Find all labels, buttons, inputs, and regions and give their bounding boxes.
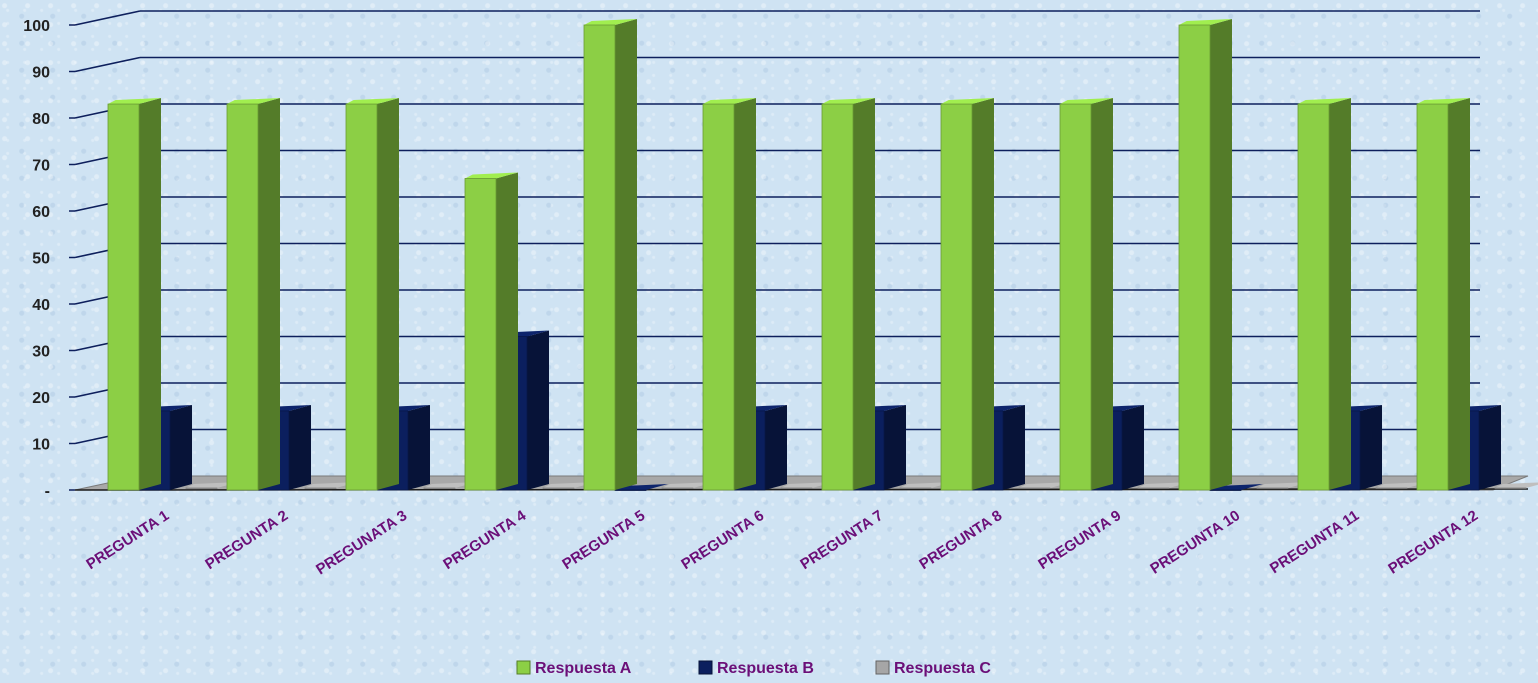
legend-label: Respuesta C (894, 660, 991, 677)
y-tick-label: 80 (32, 111, 50, 128)
x-tick-label: PREGUNTA 4 (440, 507, 529, 573)
x-tick-label: PREGUNTA 7 (797, 507, 886, 573)
y-tick-label: - (45, 483, 50, 500)
gridlines (74, 10, 1480, 445)
x-tick-label: PREGUNTA 10 (1147, 507, 1243, 578)
x-tick-label: PREGUNTA 9 (1035, 507, 1124, 573)
x-tick-label: PREGUNTA 11 (1267, 507, 1362, 577)
bar-respuesta-a (464, 172, 518, 491)
bar-respuesta-a (1297, 98, 1351, 491)
y-tick-label: 70 (32, 158, 50, 175)
bar-respuesta-c (899, 482, 953, 489)
bar-respuesta-c (1494, 482, 1538, 489)
bar-respuesta-c (780, 482, 834, 489)
x-tick-label: PREGUNTA 8 (916, 507, 1005, 573)
x-axis-labels: PREGUNTA 1 PREGUNTA 2 PREGUNATA 3 PREGUNTA … (83, 507, 1481, 579)
bar-respuesta-a (940, 98, 994, 491)
y-tick-label: 100 (23, 18, 50, 35)
bar-respuesta-c (1375, 482, 1429, 489)
y-tick-label: 30 (32, 344, 50, 361)
x-axis-line (74, 488, 1529, 491)
y-tick-label: 40 (32, 297, 50, 314)
bar-respuesta-c (661, 482, 715, 489)
x-tick-label: PREGUNTA 5 (559, 507, 648, 573)
bar-respuesta-c (1137, 482, 1191, 489)
bar-respuesta-c (423, 482, 477, 489)
x-tick-label: PREGUNTA 12 (1385, 507, 1481, 578)
gridline-depth (74, 10, 141, 26)
legend-swatch (516, 660, 531, 675)
bar-respuesta-a (702, 98, 756, 491)
y-tick-label: 10 (32, 437, 50, 454)
bar-respuesta-a (1416, 98, 1470, 491)
bar-respuesta-c (542, 482, 596, 489)
bar-respuesta-c (1018, 482, 1072, 489)
x-tick-label: PREGUNATA 3 (313, 507, 410, 578)
legend-label: Respuesta B (717, 660, 814, 677)
bar-respuesta-a (107, 98, 161, 491)
legend: Respuesta A Respuesta B Respuesta C (516, 660, 991, 677)
bar-respuesta-a (1059, 98, 1113, 491)
bar-respuesta-c (304, 482, 358, 489)
legend-swatch (875, 660, 890, 675)
gridline-depth (74, 56, 141, 73)
bar-respuesta-a (821, 98, 875, 491)
x-tick-label: PREGUNTA 1 (83, 507, 172, 573)
x-tick-label: PREGUNTA 2 (202, 507, 291, 573)
legend-label: Respuesta A (535, 660, 632, 677)
y-tick-label: 50 (32, 251, 50, 268)
bar-respuesta-a (1178, 19, 1232, 491)
y-tick-label: 60 (32, 204, 50, 221)
y-tick-label: 90 (32, 65, 50, 82)
legend-swatch (698, 660, 713, 675)
bar-respuesta-a (583, 19, 637, 491)
y-axis: - 10 20 30 40 50 60 70 80 90 100 (23, 18, 75, 500)
bar-respuesta-a (345, 98, 399, 491)
bar-respuesta-c (185, 482, 239, 489)
bar-respuesta-a (226, 98, 280, 491)
bar-respuesta-c (1256, 482, 1310, 489)
y-tick-label: 20 (32, 390, 50, 407)
bars (107, 19, 1538, 491)
x-tick-label: PREGUNTA 6 (678, 507, 767, 573)
